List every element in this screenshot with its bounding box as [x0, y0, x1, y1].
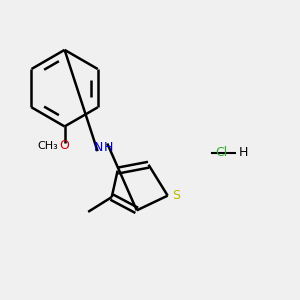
Text: H: H [238, 146, 248, 159]
Text: N: N [94, 141, 103, 154]
Text: Cl: Cl [215, 146, 227, 159]
Text: S: S [172, 189, 180, 202]
Text: H: H [103, 141, 113, 154]
Text: CH₃: CH₃ [38, 141, 58, 151]
Text: O: O [60, 139, 70, 152]
